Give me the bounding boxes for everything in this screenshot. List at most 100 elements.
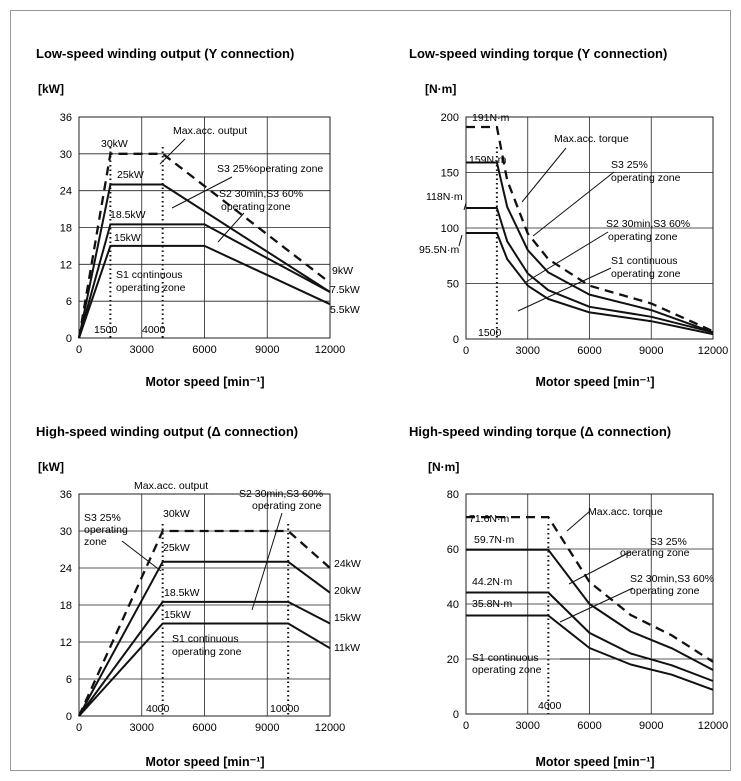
zone-label-s1-line2: operating zone [472, 664, 542, 676]
label-4000-b: 4000 [146, 703, 170, 715]
series-line-1 [78, 183, 331, 339]
y-tick-label: 18 [60, 223, 72, 235]
annotations-2: 30kW 25kW 18.5kW 15kW 24kW 20kW 15kW 11k… [84, 480, 361, 715]
x-axis-label-3: Motor speed [min⁻¹] [535, 755, 654, 769]
label-159Nm: 159N·m [469, 154, 507, 166]
zone-label-s1-line2: operating zone [172, 646, 242, 658]
x-tick-label: 9000 [639, 720, 663, 732]
y-tick-label: 0 [453, 709, 459, 721]
zone-label-s2-line2: operating zone [630, 585, 700, 597]
label-191Nm: 191N·m [472, 112, 510, 124]
y-tick-label: 40 [447, 599, 459, 611]
zone-label-s3-line1: S3 25% [611, 159, 648, 171]
zone-label-s1-line1: S1 continuous [172, 633, 239, 645]
zone-label-s1-line1: S1 continuous [611, 255, 678, 267]
y-unit-0: [kW] [38, 82, 64, 96]
zone-label-s2-line1: S2 30min,S3 60% [219, 188, 303, 200]
y-tick-label: 200 [441, 112, 459, 124]
label-35-8Nm: 35.8N·m [472, 598, 513, 610]
y-tick-label: 30 [60, 526, 72, 538]
y-unit-3: [N·m] [428, 460, 459, 474]
chart-title-2: High-speed winding output (Δ connection) [36, 424, 298, 439]
label-71-6Nm: 71.6N·m [469, 513, 510, 525]
label-24kW: 24kW [334, 558, 361, 570]
y-tick-label: 18 [60, 600, 72, 612]
label-18-5kW: 18.5kW [110, 209, 146, 221]
x-tick-label: 6000 [192, 344, 216, 356]
series-line-1 [78, 560, 331, 717]
label-25kW-b: 25kW [163, 542, 190, 554]
chart-title-3: High-speed winding torque (Δ connection) [409, 424, 671, 439]
zone-label-max-acc-torque: Max.acc. torque [554, 133, 629, 145]
label-25kW: 25kW [117, 169, 144, 181]
label-4000-c: 4000 [538, 700, 562, 712]
x-tick-label: 12000 [315, 722, 346, 734]
y-tick-label: 80 [447, 489, 459, 501]
leader-line [458, 234, 463, 247]
plot-low-speed-output: 0 6 12 18 24 30 36 0 3000 6000 9000 12000 [60, 112, 346, 356]
leader-line [521, 147, 567, 203]
zone-label-s2-line1: S2 30min,S3 60% [630, 573, 714, 585]
zone-label-s3-line1: S3 25% [84, 512, 121, 524]
y-tick-label: 20 [447, 654, 459, 666]
series-line-2 [466, 207, 714, 334]
x-tick-label: 3000 [516, 345, 540, 357]
zone-label-max-acc-torque-b: Max.acc. torque [588, 506, 663, 518]
leader-line [568, 551, 631, 585]
leader-line [217, 212, 245, 243]
series-line-3 [78, 622, 331, 717]
y-tick-label: 24 [60, 563, 72, 575]
zone-label-s1-line2: operating zone [611, 268, 681, 280]
label-5-5kW: 5.5kW [330, 304, 360, 316]
plot-low-speed-torque: 0 50 100 150 200 0 3000 6000 9000 12000 [441, 112, 729, 357]
zone-label-s3-line1: S3 25% [650, 536, 687, 548]
series-line-1 [466, 548, 714, 671]
zone-label-s1-line2: operating zone [116, 282, 186, 294]
zone-label-s3-line2: operating zone [611, 172, 681, 184]
label-15kW-b: 15kW [164, 609, 191, 621]
zone-label-s3-line3: zone [84, 536, 107, 548]
label-30kW-b: 30kW [163, 508, 190, 520]
x-axis-label-0: Motor speed [min⁻¹] [145, 375, 264, 389]
y-tick-label: 30 [60, 149, 72, 161]
y-tick-label: 0 [66, 711, 72, 723]
y-tick-label: 100 [441, 223, 459, 235]
x-tick-label: 6000 [577, 345, 601, 357]
zone-label-s2-line2: operating zone [252, 500, 322, 512]
label-11kW: 11kW [334, 642, 360, 654]
series-line-2 [78, 223, 331, 339]
x-tick-label: 12000 [315, 344, 346, 356]
label-95-5Nm: 95.5N·m [419, 244, 460, 256]
zone-label-s1-line1: S1 continuous [472, 652, 539, 664]
chart-title-0: Low-speed winding output (Y connection) [36, 46, 294, 61]
x-axis-label-2: Motor speed [min⁻¹] [145, 755, 264, 769]
x-tick-label: 9000 [639, 345, 663, 357]
series-line-0 [466, 125, 714, 333]
x-tick-label: 12000 [698, 345, 729, 357]
series-line-2 [78, 600, 331, 717]
x-tick-label: 0 [463, 720, 469, 732]
zone-label-s2-line1: S2 30min,S3 60% [239, 488, 323, 500]
y-tick-label: 6 [66, 674, 72, 686]
plot-frame [78, 493, 331, 717]
zone-label-s2-line1: S2 30min,S3 60% [606, 218, 690, 230]
zone-label-s1-line1: S1 continuous [116, 269, 183, 281]
y-tick-label: 36 [60, 489, 72, 501]
leader-line [251, 512, 283, 611]
x-tick-label: 9000 [255, 722, 279, 734]
leader-line [566, 510, 591, 532]
y-tick-label: 24 [60, 186, 72, 198]
label-10000: 10000 [270, 703, 299, 715]
annotations-1: 191N·m 159N·m 118N·m 95.5N·m 1500 Max.ac… [419, 112, 690, 339]
leader-line [525, 231, 609, 283]
label-30kW: 30kW [101, 138, 128, 150]
label-1500: 1500 [94, 324, 118, 336]
series-line-3 [466, 232, 714, 336]
x-tick-label: 6000 [577, 720, 601, 732]
label-1500-b: 1500 [478, 327, 502, 339]
chart-title-1: Low-speed winding torque (Y connection) [409, 46, 667, 61]
annotations-3: 71.6N·m 59.7N·m 44.2N·m 35.8N·m 4000 Max… [469, 506, 714, 712]
label-18-5kW-b: 18.5kW [164, 587, 200, 599]
y-tick-label: 150 [441, 168, 459, 180]
